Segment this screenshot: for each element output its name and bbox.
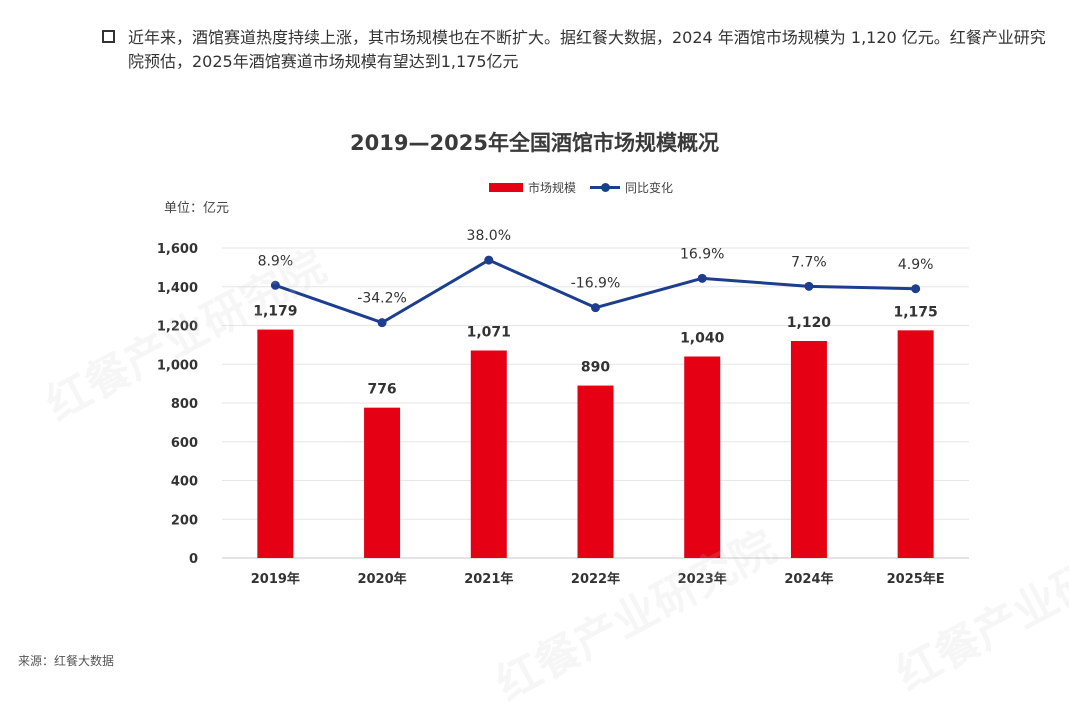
- growth-point: [804, 281, 814, 291]
- growth-value-label: -34.2%: [357, 291, 407, 307]
- bar: [577, 385, 614, 558]
- growth-value-label: 7.7%: [791, 254, 827, 270]
- growth-point: [377, 318, 387, 328]
- y-tick-label: 600: [171, 436, 198, 451]
- intro-paragraph: 近年来，酒馆赛道热度持续上涨，其市场规模也在不断扩大。据红餐大数据，2024 年…: [102, 26, 1057, 74]
- growth-point: [484, 255, 494, 265]
- intro-text: 近年来，酒馆赛道热度持续上涨，其市场规模也在不断扩大。据红餐大数据，2024 年…: [128, 28, 1046, 71]
- x-tick-label: 2019年: [251, 571, 300, 587]
- source-note: 来源：红餐大数据: [18, 654, 115, 668]
- growth-point: [911, 284, 921, 294]
- x-tick-label: 2022年: [571, 571, 620, 587]
- bullet-square-icon: [102, 30, 115, 43]
- bar: [364, 407, 401, 558]
- growth-point: [697, 273, 707, 283]
- bar-value-label: 1,120: [787, 315, 832, 331]
- bar: [790, 341, 827, 558]
- bar: [897, 330, 934, 558]
- y-tick-label: 200: [171, 513, 198, 528]
- x-tick-label: 2024年: [784, 571, 833, 587]
- legend-bar-label: 市场规模: [528, 180, 577, 195]
- x-tick-label: 2020年: [357, 571, 406, 587]
- y-tick-label: 0: [189, 552, 198, 567]
- bar: [470, 350, 507, 558]
- legend-bar-swatch: [489, 182, 523, 192]
- bar-value-label: 1,179: [253, 304, 297, 320]
- chart-legend: 市场规模 同比变化: [489, 178, 673, 196]
- growth-value-label: -16.9%: [571, 276, 621, 292]
- y-tick-label: 800: [171, 397, 198, 412]
- chart-title: 2019—2025年全国酒馆市场规模概况: [350, 131, 719, 155]
- bar-value-label: 776: [367, 382, 396, 398]
- x-tick-label: 2023年: [678, 571, 727, 587]
- y-tick-label: 400: [171, 475, 198, 490]
- legend-line-label: 同比变化: [625, 180, 674, 195]
- x-tick-label: 2021年: [464, 571, 513, 587]
- growth-point: [591, 303, 600, 313]
- bar-value-label: 1,040: [680, 331, 725, 347]
- growth-value-label: 8.9%: [258, 253, 294, 269]
- y-tick-label: 1,000: [157, 358, 198, 373]
- x-tick-label: 2025年E: [887, 571, 945, 587]
- growth-value-label: 4.9%: [898, 257, 934, 273]
- bar: [257, 329, 294, 558]
- unit-label: 单位：亿元: [164, 201, 230, 216]
- bar-value-label: 1,071: [467, 324, 511, 340]
- growth-point: [270, 280, 280, 290]
- growth-value-label: 38.0%: [467, 228, 511, 244]
- chart-plot: 0 200 400 600 800 1,000 1,200 1,400 1,600 1,179 77…: [157, 228, 969, 587]
- y-tick-label: 1,400: [157, 281, 198, 296]
- legend-line-swatch: [590, 182, 621, 192]
- bar: [684, 356, 721, 558]
- bar-value-label: 1,175: [893, 304, 937, 320]
- y-tick-label: 1,600: [157, 242, 198, 257]
- growth-value-label: 16.9%: [680, 246, 724, 262]
- bar-value-label: 890: [581, 360, 610, 376]
- y-tick-label: 1,200: [157, 320, 198, 335]
